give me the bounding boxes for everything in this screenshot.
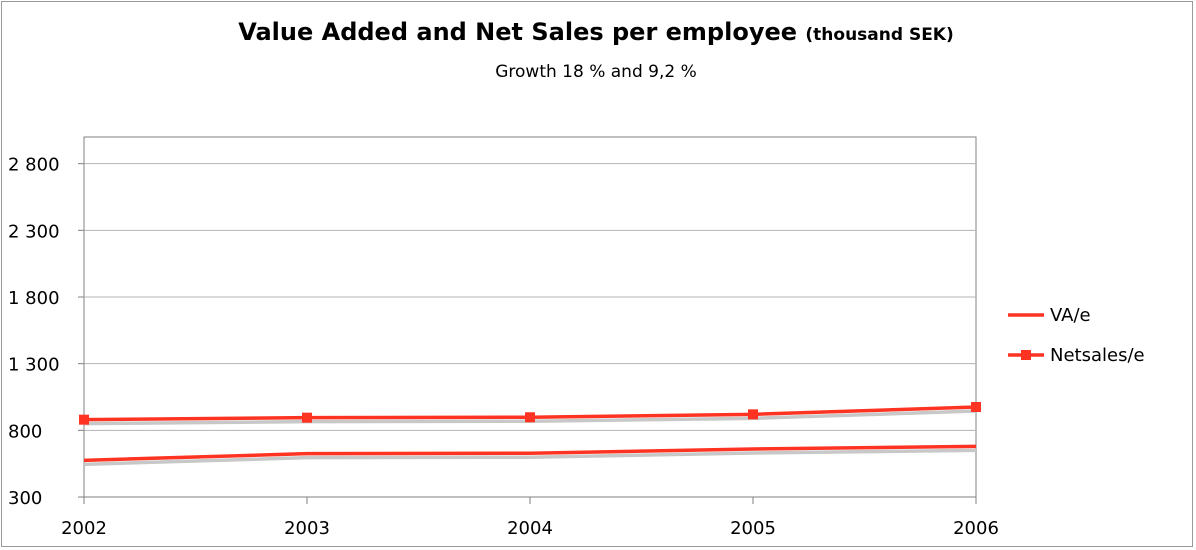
y-tick-label: 800 [8,421,42,442]
chart-title: Value Added and Net Sales per employee (… [0,18,1192,46]
chart-subtitle: Growth 18 % and 9,2 % [495,62,697,82]
x-tick-label: 2005 [730,518,776,539]
legend-marker [1021,350,1031,360]
data-point [302,412,312,423]
x-tick-label: 2004 [507,518,553,539]
y-tick-label: 1 800 [8,288,60,309]
data-point [525,412,535,423]
y-tick-label: 1 300 [8,355,60,376]
y-tick-label: 2 300 [8,221,60,242]
legend-label: Netsales/e [1050,345,1145,366]
plot-area [83,136,977,498]
data-point [748,409,758,420]
x-tick-label: 2002 [61,518,107,539]
series-shadow [83,448,977,467]
data-point [79,414,89,425]
chart-title-text: Value Added and Net Sales per employee [238,18,798,46]
x-tick-label: 2006 [953,518,999,539]
y-tick-label: 2 800 [8,155,60,176]
x-tick-label: 2003 [284,518,330,539]
legend-label: VA/e [1050,305,1091,326]
y-tick-label: 300 [8,488,42,509]
data-point [971,402,981,412]
chart-title-unit: (thousand SEK) [805,25,954,45]
series-line-va-e [83,444,977,463]
